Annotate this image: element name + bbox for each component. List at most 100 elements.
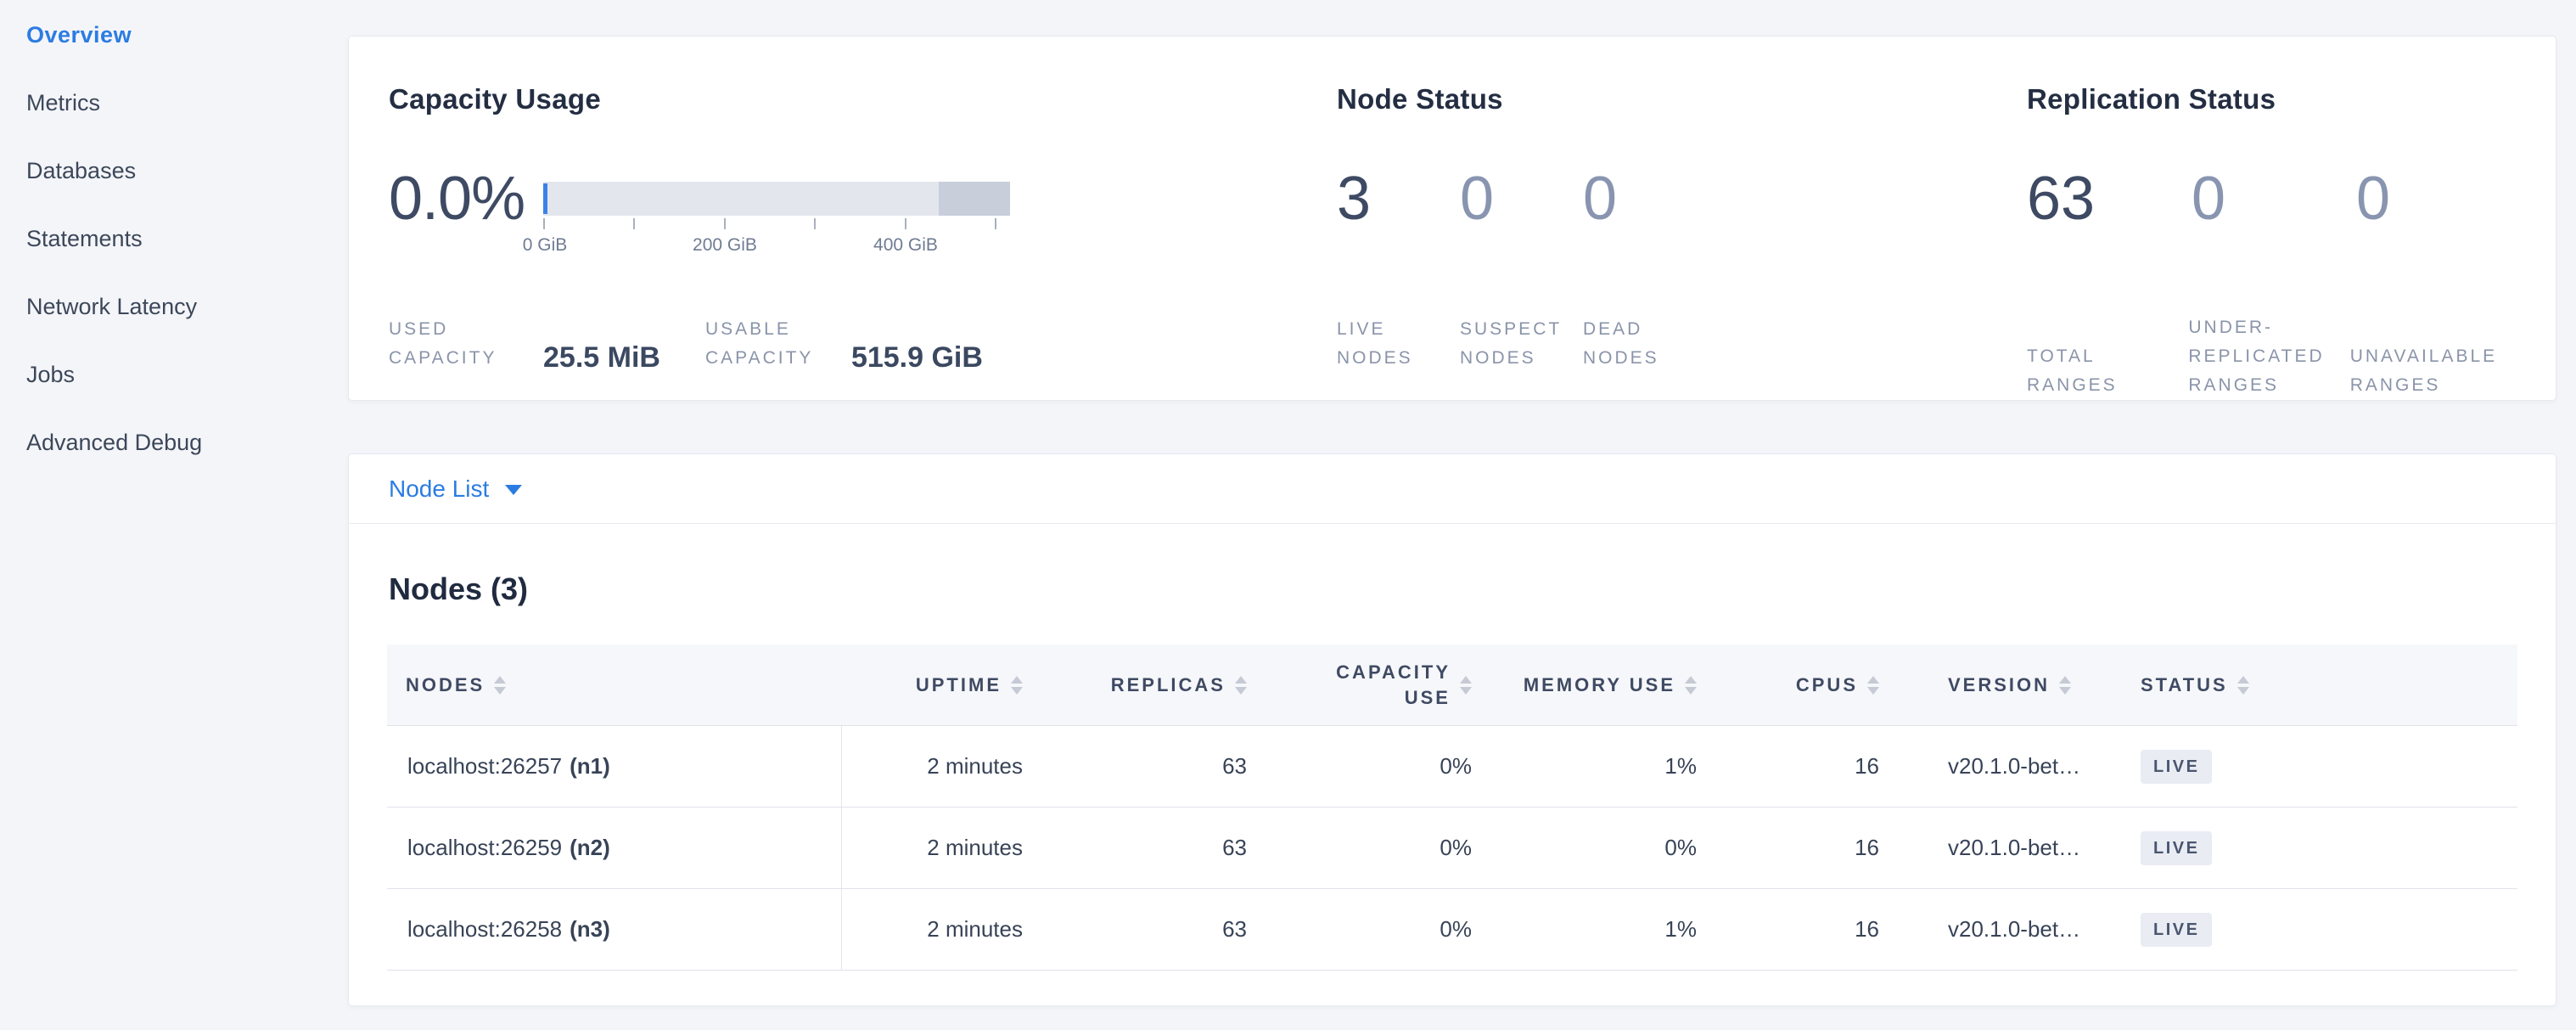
usable-capacity-value: 515.9 GiB (850, 341, 983, 374)
replication-status-title: Replication Status (2027, 83, 2276, 115)
column-header-nodes[interactable]: NODES (387, 674, 842, 696)
sidebar-item-metrics[interactable]: Metrics (26, 90, 100, 115)
node-address-cell: localhost:26258 (n3) (387, 889, 842, 970)
node-status-numbers: 3 0 0 (1337, 166, 2027, 315)
node-list-dropdown[interactable]: Node List (389, 475, 523, 503)
replicas-cell: 63 (1222, 753, 1247, 779)
cpus-cell: 16 (1855, 835, 1879, 860)
sidebar-item-overview[interactable]: Overview (26, 22, 132, 48)
under-replicated-ranges-label: UNDER-REPLICATED RANGES (2188, 317, 2325, 395)
sort-icon (2236, 675, 2249, 695)
replicas-cell: 63 (1222, 916, 1247, 942)
capacity-axis-labels: 0 GiB 200 GiB 400 GiB (523, 235, 1010, 261)
sidebar-nav: Overview Metrics Databases Statements Ne… (26, 24, 332, 499)
capacity-use-cell: 0% (1440, 753, 1472, 779)
suspect-nodes-count: 0 (1460, 165, 1495, 233)
usable-capacity-label: USABLE CAPACITY (704, 319, 814, 369)
suspect-nodes-label: SUSPECT NODES (1460, 319, 1562, 369)
version-cell: v20.1.0-bet… (1948, 753, 2081, 779)
table-row-node-n3[interactable]: localhost:26258 (n3) 2 minutes 63 0% 1% … (387, 889, 2517, 971)
column-header-uptime[interactable]: UPTIME (842, 674, 1036, 696)
capacity-usage-section: Capacity Usage 0.0% 0 GiB 200 GiB (389, 82, 1337, 400)
status-badge: LIVE (2141, 749, 2213, 784)
node-status-section: Node Status 3 0 0 LIVE NODES SUSPECT NOD… (1337, 82, 2027, 400)
column-label: NODES (406, 673, 485, 695)
node-list-dropdown-label: Node List (389, 475, 490, 502)
status-cell: LIVE (2130, 889, 2517, 970)
node-id: (n3) (570, 916, 610, 942)
cpus-cell: 16 (1855, 916, 1879, 942)
sort-icon (1867, 675, 1879, 695)
column-header-cpus[interactable]: CPUS (1710, 674, 1893, 696)
nodes-table-header: NODES UPTIME REPLICAS CAPACITY USE (387, 644, 2517, 726)
node-address-cell: localhost:26257 (n1) (387, 726, 842, 807)
column-header-capacity-use[interactable]: CAPACITY USE (1260, 660, 1485, 710)
nodes-table-heading: Nodes (3) (389, 571, 529, 606)
capacity-use-cell: 0% (1440, 835, 1472, 860)
node-list-toolbar: Node List (349, 454, 2556, 524)
memory-use-cell: 0% (1664, 835, 1697, 860)
capacity-gauge-reserved-segment (939, 182, 1010, 216)
capacity-use-cell: 0% (1440, 916, 1472, 942)
live-nodes-count: 3 (1337, 165, 1372, 233)
version-cell: v20.1.0-bet… (1948, 916, 2081, 942)
total-ranges-count: 63 (2027, 165, 2096, 233)
status-cell: LIVE (2130, 808, 2517, 888)
column-label: CPUS (1795, 673, 1858, 695)
sort-icon (1685, 675, 1697, 695)
sort-icon (1235, 675, 1247, 695)
column-label: CAPACITY USE (1336, 661, 1451, 708)
main-content: Capacity Usage 0.0% 0 GiB 200 GiB (348, 36, 2556, 1006)
node-id: (n2) (570, 835, 610, 860)
column-header-replicas[interactable]: REPLICAS (1036, 674, 1260, 696)
table-row-node-n1[interactable]: localhost:26257 (n1) 2 minutes 63 0% 1% … (387, 726, 2517, 808)
node-status-labels: LIVE NODES SUSPECT NODES DEAD NODES (1337, 315, 2027, 373)
memory-use-cell: 1% (1664, 753, 1697, 779)
node-list-body: Nodes (3) NODES UPTIME REPLICAS (349, 571, 2556, 971)
sidebar-item-advanced-debug[interactable]: Advanced Debug (26, 430, 203, 455)
sort-icon (1011, 675, 1023, 695)
unavailable-ranges-count: 0 (2356, 165, 2391, 233)
sort-icon (494, 675, 507, 695)
chevron-down-icon (505, 485, 523, 495)
node-status-title: Node Status (1337, 83, 1503, 115)
uptime-cell: 2 minutes (927, 753, 1023, 779)
column-header-version[interactable]: VERSION (1893, 674, 2130, 696)
used-capacity-value: 25.5 MiB (543, 341, 660, 374)
column-header-status[interactable]: STATUS (2130, 674, 2517, 696)
column-label: MEMORY USE (1523, 673, 1675, 695)
sidebar-item-databases[interactable]: Databases (26, 158, 137, 183)
total-ranges-label: TOTAL RANGES (2027, 346, 2118, 395)
live-nodes-label: LIVE NODES (1337, 319, 1413, 369)
column-label: UPTIME (915, 673, 1002, 695)
capacity-gauge-bar (543, 182, 1010, 216)
dead-nodes-label: DEAD NODES (1583, 319, 1659, 369)
column-header-memory-use[interactable]: MEMORY USE (1485, 674, 1710, 696)
used-capacity-marker (543, 183, 547, 214)
column-label: STATUS (2141, 673, 2228, 695)
capacity-gauge-row: 0.0% 0 GiB 200 GiB 400 GiB (389, 166, 1337, 315)
axis-label-200gib: 200 GiB (693, 235, 757, 255)
status-cell: LIVE (2130, 726, 2517, 807)
axis-label-400gib: 400 GiB (873, 235, 938, 255)
replication-status-section: Replication Status 63 0 0 TOTAL RANGES U… (2027, 82, 2556, 400)
sidebar-item-statements[interactable]: Statements (26, 226, 143, 251)
axis-label-0gib: 0 GiB (522, 235, 568, 255)
used-capacity-label: USED CAPACITY (389, 319, 497, 369)
capacity-stats-row: USED CAPACITY 25.5 MiB USABLE CAPACITY 5… (389, 315, 1337, 373)
cluster-summary-card: Capacity Usage 0.0% 0 GiB 200 GiB (348, 36, 2556, 401)
table-row-node-n2[interactable]: localhost:26259 (n2) 2 minutes 63 0% 0% … (387, 808, 2517, 889)
sidebar-item-network-latency[interactable]: Network Latency (26, 294, 198, 319)
node-address: localhost:26259 (407, 835, 563, 860)
nodes-table: NODES UPTIME REPLICAS CAPACITY USE (387, 644, 2517, 971)
status-badge: LIVE (2141, 830, 2213, 865)
node-list-card: Node List Nodes (3) NODES UPTIME (348, 453, 2556, 1006)
replication-numbers: 63 0 0 (2027, 166, 2556, 313)
sidebar-item-jobs[interactable]: Jobs (26, 362, 76, 387)
capacity-used-percent: 0.0% (389, 165, 525, 233)
uptime-cell: 2 minutes (927, 916, 1023, 942)
replicas-cell: 63 (1222, 835, 1247, 860)
node-address: localhost:26257 (407, 753, 563, 779)
dead-nodes-count: 0 (1583, 165, 1618, 233)
